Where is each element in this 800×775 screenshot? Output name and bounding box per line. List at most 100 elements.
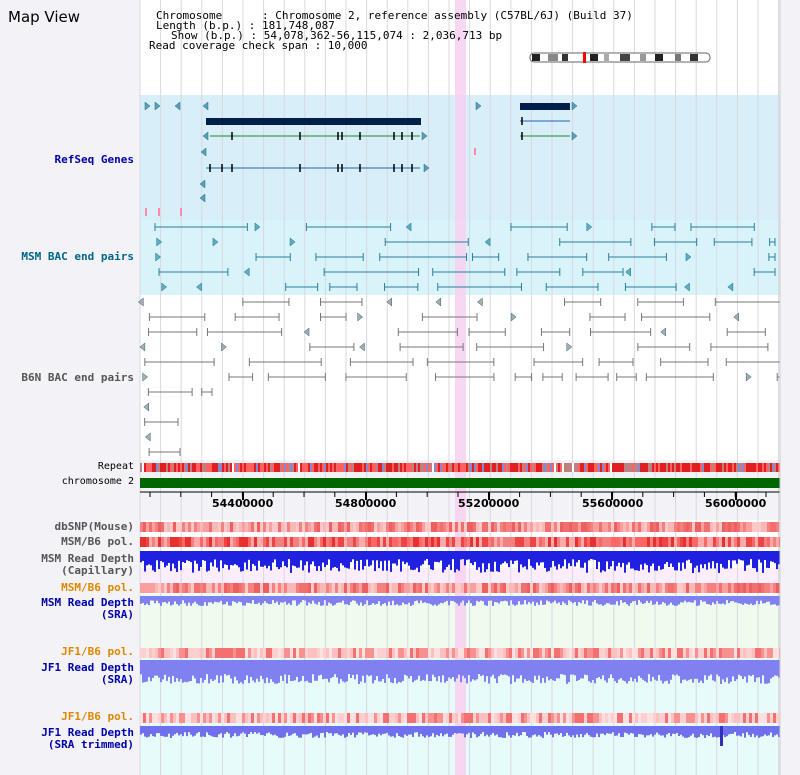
track-label-b6n-bac[interactable]: B6N BAC end pairs [21,371,134,384]
read-depth-bar [624,551,626,573]
repeat-segment [506,463,508,472]
read-depth-bar [384,726,386,734]
pol-segment [416,583,419,593]
pol-segment [566,522,569,532]
ideogram-position-marker [583,52,586,63]
read-depth-bar [608,660,610,679]
axis-tick-label: 54400000 [212,497,274,510]
read-depth-bar [680,596,682,603]
repeat-segment [258,463,260,472]
pol-segment [650,537,653,547]
pol-segment [641,522,644,532]
read-depth-bar [256,551,258,571]
repeat-segment [676,463,678,472]
pol-segment [491,713,494,723]
read-depth-bar [402,726,404,738]
read-depth-bar [142,551,144,561]
read-depth-bar [580,551,582,568]
repeat-segment [154,463,156,472]
pol-segment [239,648,242,658]
read-depth-bar [214,551,216,560]
read-depth-bar [324,596,326,601]
pol-segment [542,522,545,532]
read-depth-bar [220,726,222,734]
repeat-segment [472,463,474,472]
repeat-segment [300,463,302,472]
pol-segment [602,583,605,593]
pol-segment [344,648,347,658]
repeat-segment [250,463,252,472]
read-depth-bar [574,596,576,603]
read-depth-bar [484,726,486,737]
pol-segment [218,648,221,658]
read-depth-bar [516,726,518,733]
repeat-segment [612,463,614,472]
repeat-segment [632,463,634,472]
pol-segment [419,583,422,593]
read-depth-bar [762,551,764,573]
pol-segment [719,713,722,723]
pol-segment [392,522,395,532]
pol-segment [293,537,296,547]
read-depth-bar [732,551,734,561]
read-depth-bar [766,660,768,684]
read-depth-bar [268,551,270,566]
read-depth-bar [492,660,494,675]
read-depth-bar [710,551,712,569]
pol-segment [758,583,761,593]
read-depth-bar [640,660,642,678]
read-depth-bar [158,726,160,734]
pol-segment [479,713,482,723]
pol-segment [356,713,359,723]
pol-segment [461,583,464,593]
repeat-segment [626,463,628,472]
read-depth-bar [390,660,392,683]
read-depth-bar [274,596,276,603]
read-depth-bar [352,551,354,560]
read-depth-bar [194,596,196,602]
read-depth-bar [696,596,698,606]
track-label-msm-bac[interactable]: MSM BAC end pairs [21,250,134,263]
repeat-segment [742,463,744,472]
pol-segment [374,648,377,658]
read-depth-bar [406,551,408,563]
gene-tick [145,208,147,216]
pol-segment [707,522,710,532]
read-depth-bar [746,726,748,733]
pol-segment [395,648,398,658]
read-depth-bar [776,660,778,676]
pol-segment [719,537,722,547]
pol-segment [158,648,161,658]
repeat-segment [546,463,548,472]
read-depth-bar [360,726,362,733]
read-depth-bar [610,726,612,734]
read-depth-bar [262,551,264,567]
pol-segment [761,522,764,532]
pol-segment [236,522,239,532]
read-depth-bar [176,551,178,573]
read-depth-bar [744,726,746,738]
read-depth-bar [622,551,624,563]
pol-segment [251,583,254,593]
pol-segment [587,537,590,547]
pol-segment [662,713,665,723]
read-depth-bar [570,551,572,567]
pol-segment [326,713,329,723]
pol-segment [452,713,455,723]
pol-segment [503,583,506,593]
track-label-refseq[interactable]: RefSeq Genes [54,153,134,166]
pol-segment [593,713,596,723]
pol-segment [488,522,491,532]
pol-segment [725,713,728,723]
read-depth-bar [314,726,316,737]
pol-segment [203,713,206,723]
read-depth-bar [648,726,650,736]
pol-segment [239,713,242,723]
pol-segment [443,713,446,723]
pol-segment [380,583,383,593]
pol-segment [737,522,740,532]
repeat-segment [232,463,234,472]
read-depth-bar [650,660,652,682]
pol-segment [494,537,497,547]
